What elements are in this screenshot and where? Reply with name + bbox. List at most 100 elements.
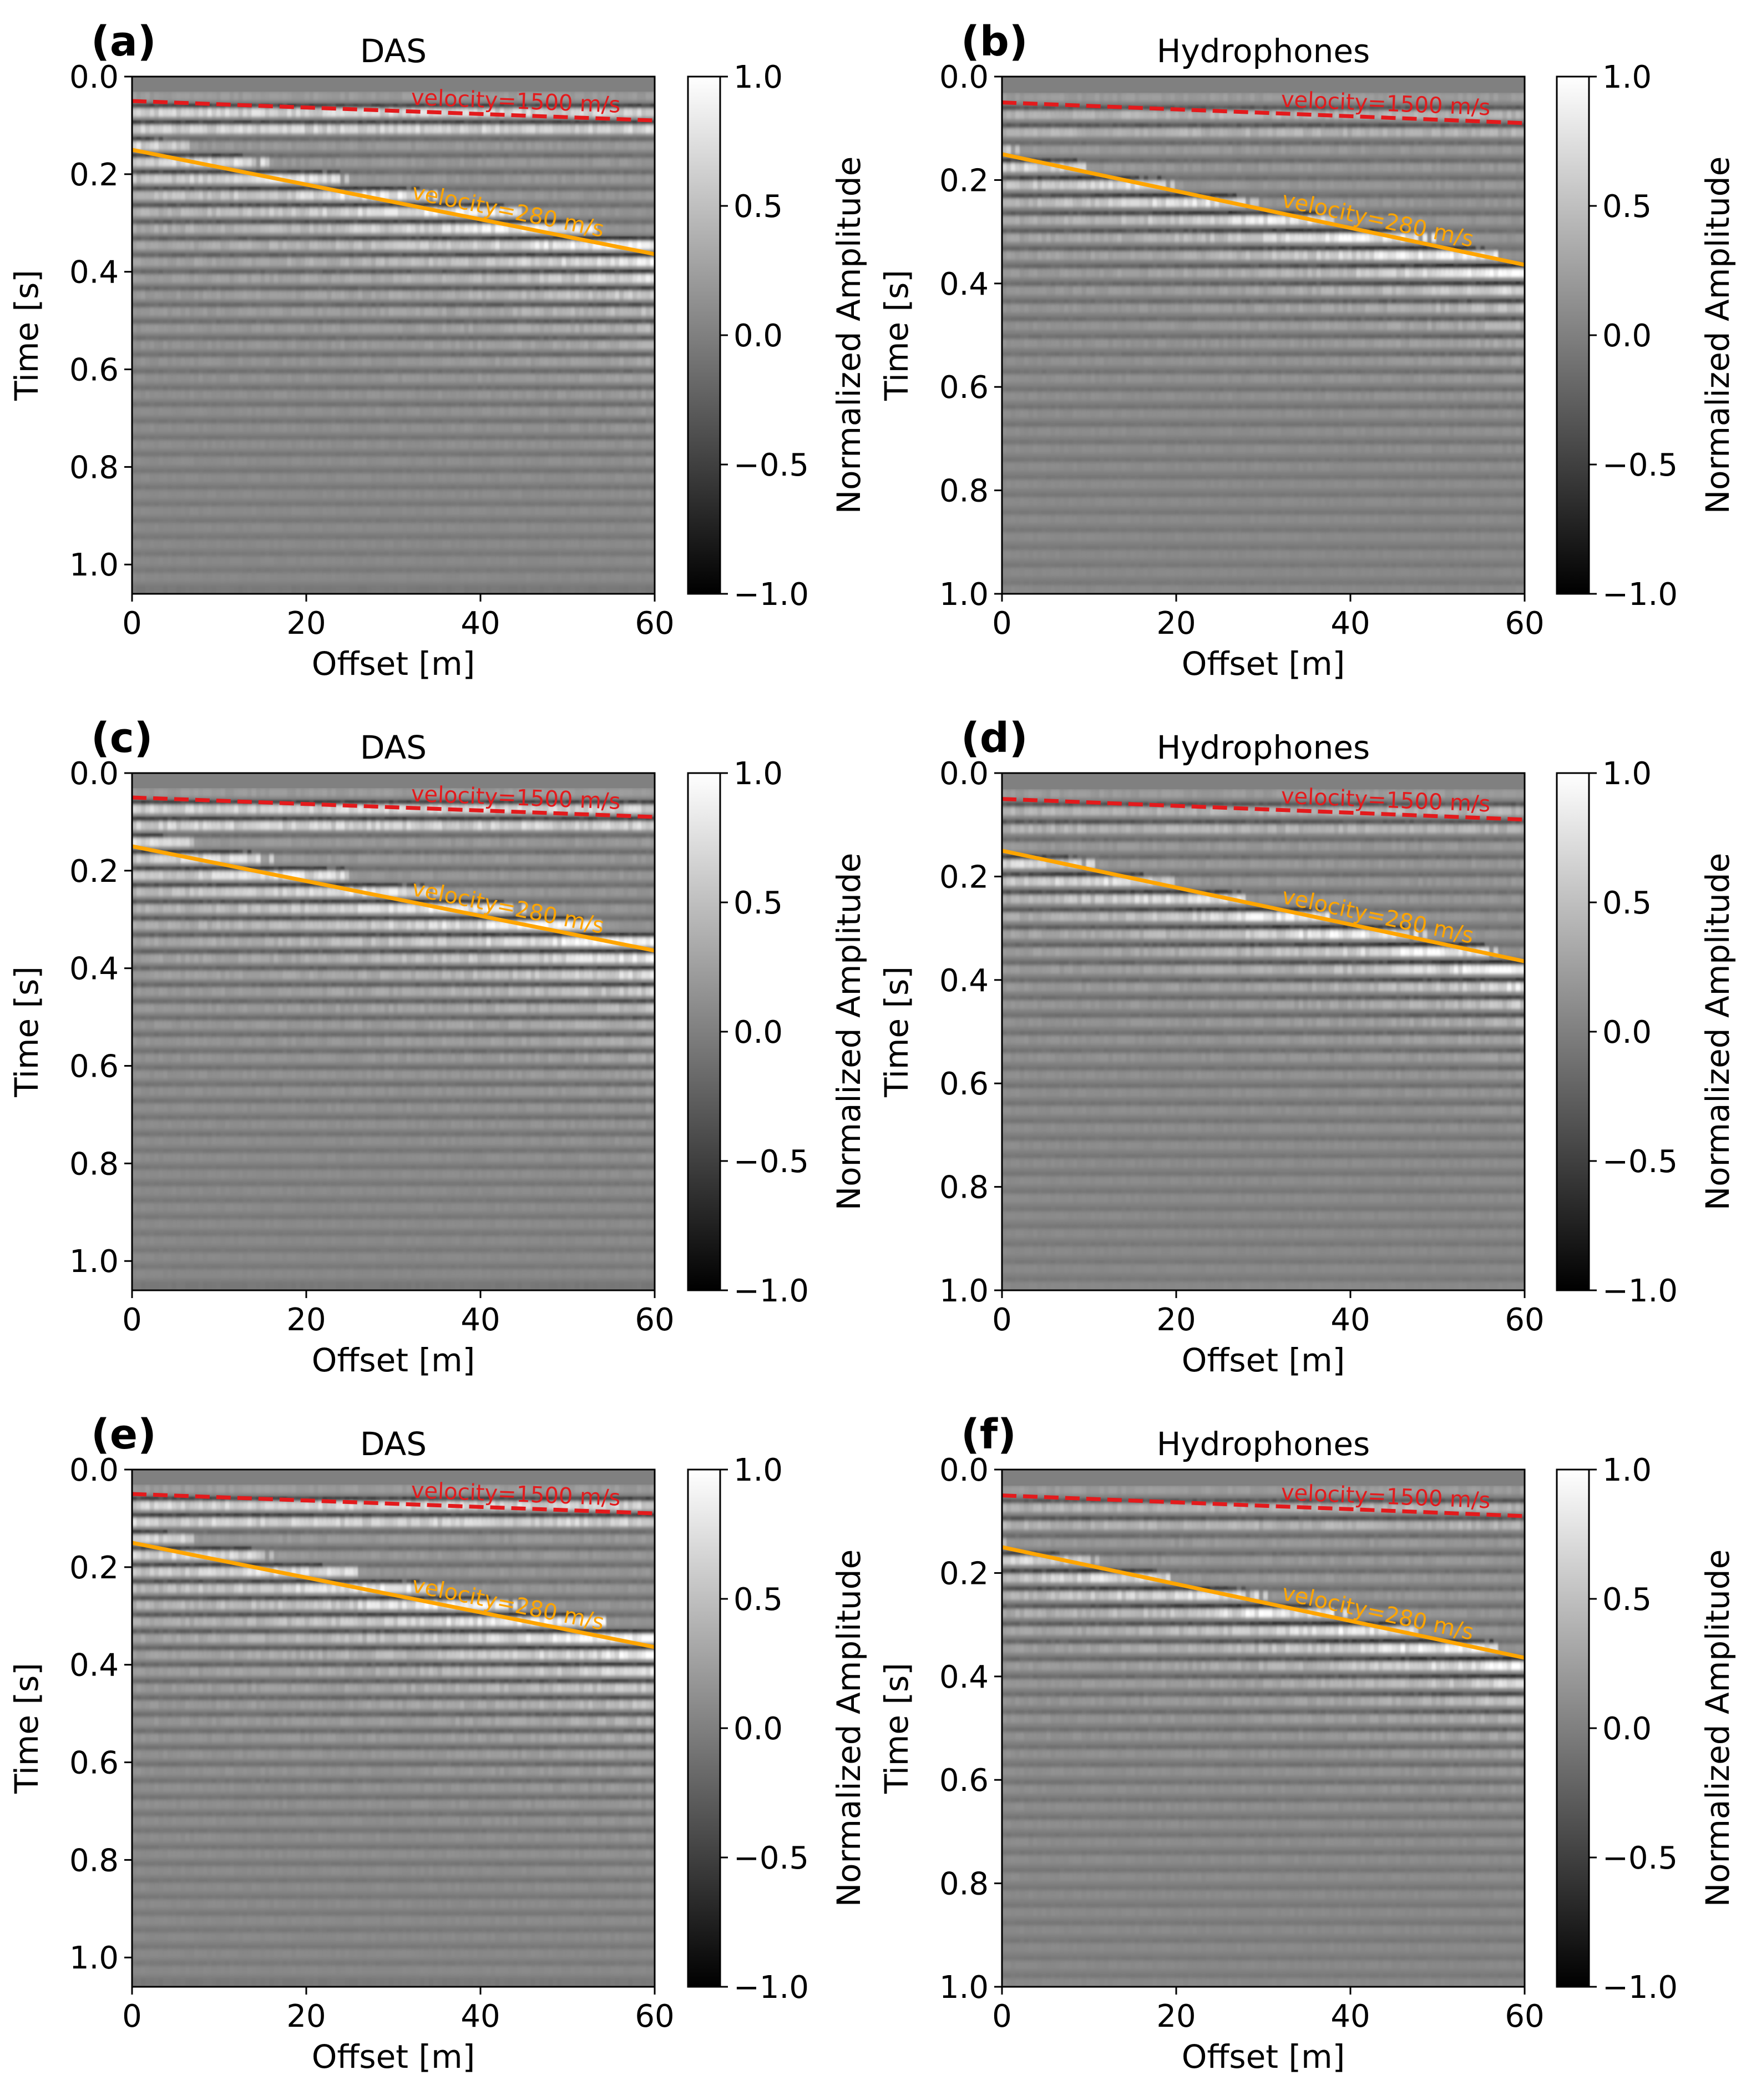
colorbar-tick-label: 0.5: [1602, 1582, 1652, 1618]
x-tick-label: 40: [460, 1302, 500, 1338]
panel-letter: (c): [91, 714, 153, 762]
y-tick-label: 0.6: [939, 1066, 989, 1102]
plot-frame: [1001, 1468, 1526, 1988]
x-tick-label: 60: [635, 605, 674, 642]
x-tick-label: 60: [1505, 1302, 1544, 1338]
y-tick-label: 0.2: [939, 859, 989, 895]
seismic-image: [1002, 77, 1525, 594]
x-axis-label: Offset [m]: [1182, 2038, 1345, 2076]
colorbar-tick-label: 0.5: [1602, 189, 1652, 225]
x-tick-label: 0: [992, 605, 1012, 642]
colorbar: [687, 1468, 721, 1988]
x-tick-label: 60: [1505, 1998, 1544, 2035]
colorbar-tick-label: −1.0: [733, 1273, 809, 1309]
y-tick-label: 0.4: [939, 266, 989, 302]
plot-frame: [131, 1468, 656, 1988]
y-tick-label: 1.0: [939, 1970, 989, 2006]
x-tick-label: 0: [992, 1302, 1012, 1338]
panel-title: Hydrophones: [1157, 729, 1370, 766]
x-tick-label: 60: [635, 1302, 674, 1338]
colorbar-tick-label: 0.5: [733, 885, 783, 921]
x-tick-label: 20: [1156, 1998, 1196, 2035]
y-tick-label: 0.8: [939, 1866, 989, 1902]
colorbar-label: Normalized Amplitude: [1699, 157, 1737, 514]
x-tick-label: 60: [1505, 605, 1544, 642]
colorbar-tick-label: 0.0: [1602, 1711, 1652, 1747]
colorbar-label: Normalized Amplitude: [1699, 1549, 1737, 1907]
plot-frame: [1001, 772, 1526, 1291]
velocity-line-1500: [1002, 797, 1525, 822]
colorbar-tick-label: −1.0: [1602, 1970, 1678, 2006]
y-axis-label: Time [s]: [878, 966, 915, 1098]
seismic-image: [132, 1470, 655, 1987]
x-tick-label: 40: [1330, 605, 1370, 642]
colorbar-label: Normalized Amplitude: [830, 1549, 868, 1907]
panel-letter: (b): [961, 18, 1028, 65]
x-tick-label: 0: [122, 1302, 142, 1338]
velocity-line-280: [132, 844, 655, 953]
x-axis-label: Offset [m]: [312, 1341, 475, 1379]
x-tick-label: 60: [635, 1998, 674, 2035]
colorbar-tick-label: 0.5: [733, 189, 783, 225]
colorbar-tick-label: 1.0: [733, 756, 783, 792]
x-tick-label: 20: [286, 605, 326, 642]
panel-letter: (e): [91, 1411, 156, 1458]
x-tick-label: 40: [1330, 1302, 1370, 1338]
colorbar-tick-label: −0.5: [733, 1144, 809, 1180]
colorbar-tick-label: −1.0: [1602, 577, 1678, 613]
y-tick-label: 0.2: [69, 1550, 119, 1586]
x-axis-label: Offset [m]: [1182, 645, 1345, 683]
y-tick-label: 0.0: [69, 59, 119, 95]
colorbar-tick-label: −1.0: [733, 1970, 809, 2006]
colorbar-tick-label: −1.0: [733, 577, 809, 613]
y-tick-label: 0.0: [939, 756, 989, 792]
y-tick-label: 0.8: [69, 1842, 119, 1879]
velocity-line-1500: [1002, 100, 1525, 125]
colorbar-label: Normalized Amplitude: [1699, 853, 1737, 1211]
y-tick-label: 0.8: [69, 1146, 119, 1182]
panel-title: DAS: [360, 32, 427, 70]
x-axis-label: Offset [m]: [312, 645, 475, 683]
colorbar-tick-label: 1.0: [1602, 756, 1652, 792]
colorbar-tick-label: 0.5: [1602, 885, 1652, 921]
colorbar-tick-label: 0.0: [733, 318, 783, 354]
colorbar-tick-label: −0.5: [1602, 1840, 1678, 1876]
seismic-image: [1002, 773, 1525, 1290]
plot-frame: [131, 772, 656, 1291]
x-tick-label: 0: [122, 605, 142, 642]
colorbar-tick-label: −1.0: [1602, 1273, 1678, 1309]
x-tick-label: 20: [1156, 1302, 1196, 1338]
colorbar-tick-label: −0.5: [733, 447, 809, 483]
velocity-line-280: [1002, 152, 1525, 267]
y-tick-label: 0.6: [939, 1763, 989, 1799]
colorbar-tick-label: −0.5: [1602, 447, 1678, 483]
velocity-line-280: [1002, 1545, 1525, 1660]
y-tick-label: 0.2: [939, 1556, 989, 1592]
velocity-line-280: [132, 1541, 655, 1649]
colorbar: [1556, 1468, 1590, 1988]
y-axis-label: Time [s]: [878, 270, 915, 401]
y-tick-label: 0.2: [69, 157, 119, 193]
y-tick-label: 0.8: [939, 473, 989, 509]
colorbar-tick-label: 1.0: [733, 1452, 783, 1488]
x-axis-label: Offset [m]: [312, 2038, 475, 2076]
y-tick-label: 0.6: [69, 1745, 119, 1781]
velocity-line-1500: [132, 99, 655, 123]
y-tick-label: 0.2: [939, 163, 989, 199]
velocity-line-1500: [132, 795, 655, 819]
colorbar-tick-label: 0.0: [733, 1711, 783, 1747]
colorbar-tick-label: 0.0: [1602, 1014, 1652, 1051]
panel-letter: (f): [961, 1411, 1016, 1458]
seismic-image: [132, 77, 655, 594]
colorbar: [1556, 772, 1590, 1291]
y-tick-label: 1.0: [69, 1244, 119, 1280]
y-tick-label: 1.0: [69, 547, 119, 583]
x-tick-label: 0: [992, 1998, 1012, 2035]
velocity-line-280: [132, 148, 655, 256]
seismic-image: [132, 773, 655, 1290]
x-tick-label: 40: [1330, 1998, 1370, 2035]
